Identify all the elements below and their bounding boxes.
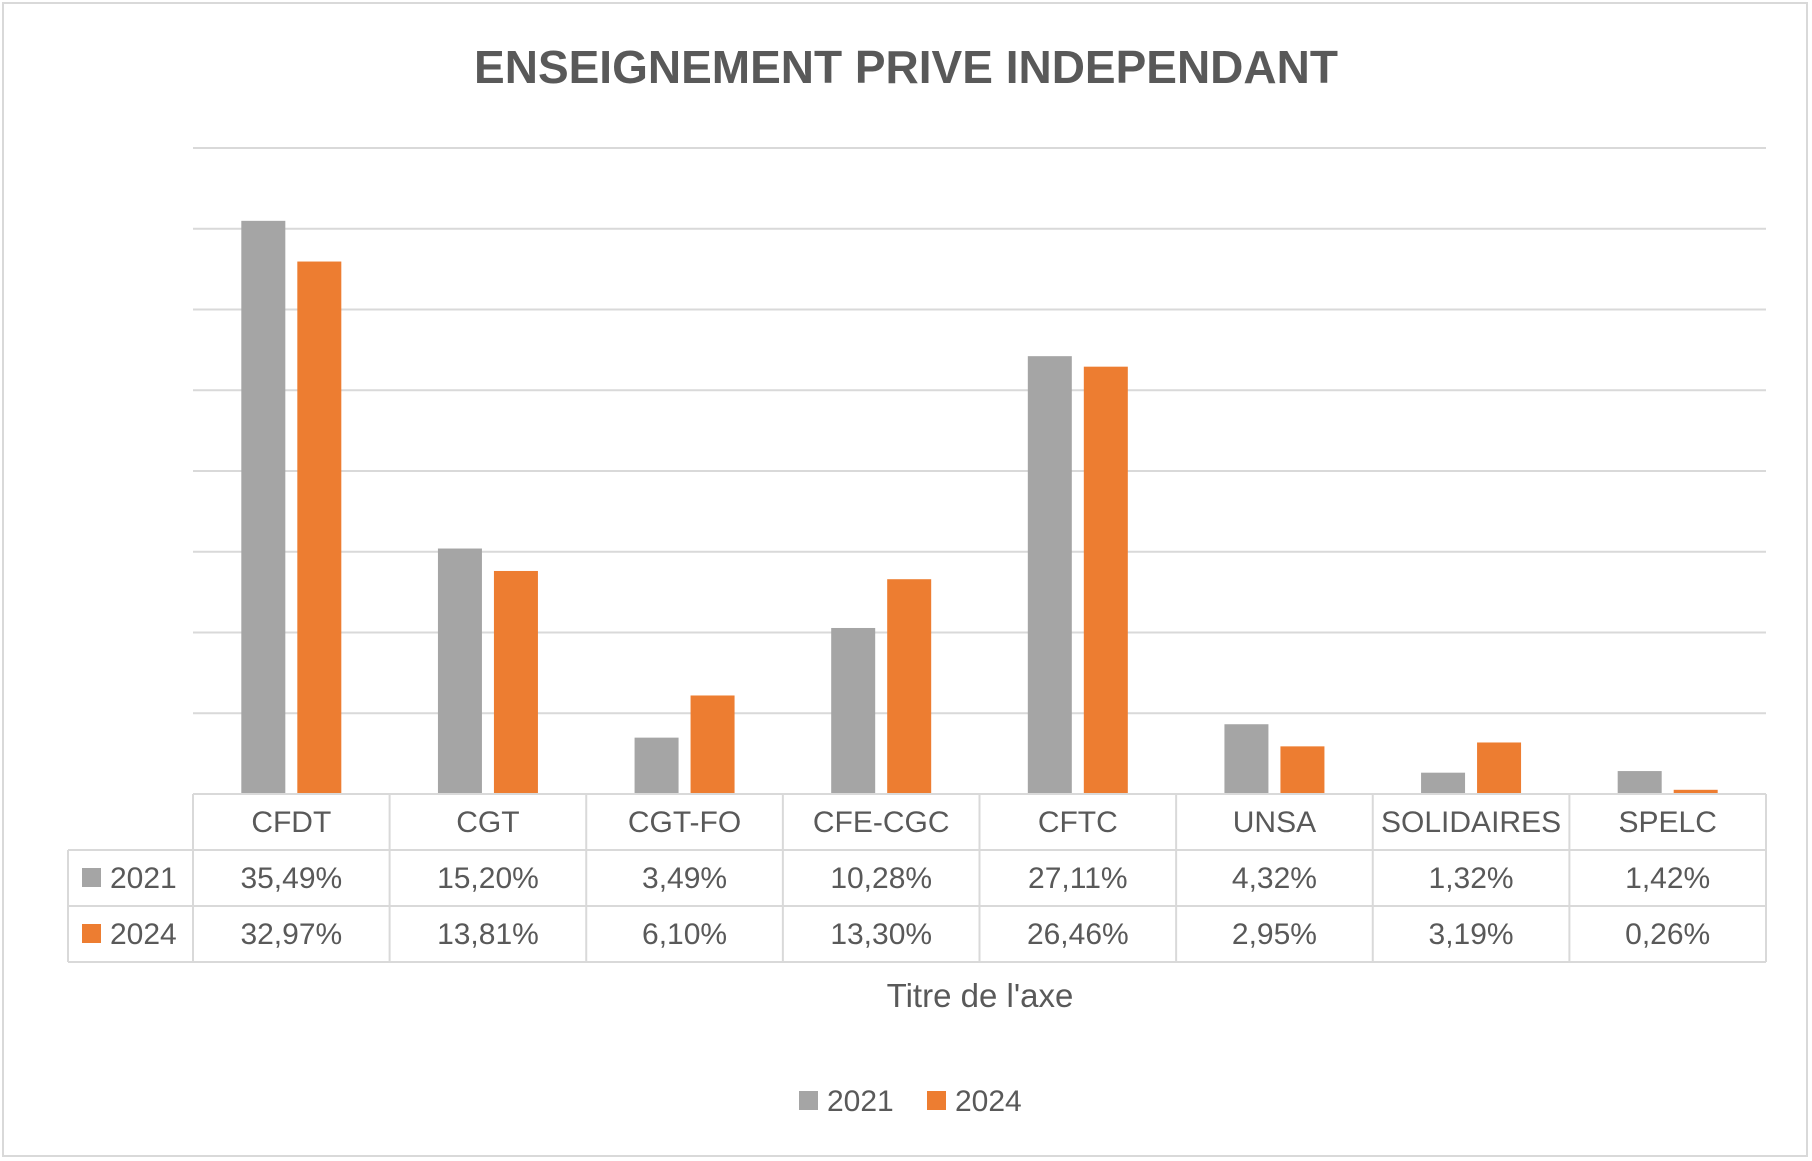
table-series-name: 2021 xyxy=(110,862,177,895)
data-label: 4,32% xyxy=(1232,862,1317,895)
category-label: SPELC xyxy=(1618,806,1716,839)
bar-2021-solidaires xyxy=(1421,772,1466,794)
bar-2021-cfe-cgc xyxy=(831,627,876,794)
category-label: CGT-FO xyxy=(628,806,741,839)
bar-2024-spelc xyxy=(1673,789,1718,794)
data-label: 2,95% xyxy=(1232,918,1317,951)
table-legend-key xyxy=(82,924,101,943)
bars xyxy=(241,220,1718,795)
data-label: 3,19% xyxy=(1429,918,1514,951)
category-label: CFTC xyxy=(1038,806,1118,839)
gridlines xyxy=(193,147,1766,715)
category-label: CFE-CGC xyxy=(813,806,950,839)
bar-2024-cgt xyxy=(493,570,538,794)
legend-label: 2021 xyxy=(827,1085,894,1118)
data-label: 27,11% xyxy=(1028,862,1128,895)
data-label: 0,26% xyxy=(1625,918,1710,951)
data-label: 13,30% xyxy=(830,918,932,951)
data-label: 1,32% xyxy=(1429,862,1514,895)
data-label: 35,49% xyxy=(240,862,342,895)
category-label: UNSA xyxy=(1233,806,1316,839)
bar-2024-cfdt xyxy=(297,261,342,794)
table-series-name: 2024 xyxy=(110,918,177,951)
x-axis-title: Titre de l'axe xyxy=(887,977,1074,1014)
data-label: 26,46% xyxy=(1027,918,1129,951)
category-label: CGT xyxy=(456,806,519,839)
legend-label: 2024 xyxy=(955,1085,1022,1118)
bar-2024-cfe-cgc xyxy=(887,579,932,794)
legend: 2021 2024 xyxy=(799,1085,1022,1118)
table-legend-key xyxy=(82,868,101,887)
legend-key xyxy=(799,1091,818,1110)
bar-2021-cgt xyxy=(437,548,482,794)
bar-2021-cftc xyxy=(1027,356,1072,794)
category-label: SOLIDAIRES xyxy=(1381,806,1561,839)
data-label: 10,28% xyxy=(830,862,932,895)
data-label: 1,42% xyxy=(1625,862,1710,895)
legend-key xyxy=(927,1091,946,1110)
bar-2021-cfdt xyxy=(241,220,286,795)
data-label: 13,81% xyxy=(437,918,539,951)
bar-2021-spelc xyxy=(1617,771,1662,794)
bar-2024-solidaires xyxy=(1477,742,1522,794)
data-label: 3,49% xyxy=(642,862,727,895)
bar-2024-cgt-fo xyxy=(690,695,735,794)
data-table: CFDT CGT CGT-FO CFE-CGC CFTC UNSA SOLIDAIRES SP… xyxy=(67,793,1767,963)
data-label: 15,20% xyxy=(437,862,539,895)
bar-2024-cftc xyxy=(1083,366,1128,794)
chart-title: ENSEIGNEMENT PRIVE INDEPENDANT xyxy=(474,41,1338,93)
data-label: 32,97% xyxy=(240,918,342,951)
category-label: CFDT xyxy=(251,806,331,839)
bar-2021-cgt-fo xyxy=(634,737,679,794)
data-label: 6,10% xyxy=(642,918,727,951)
bar-2024-unsa xyxy=(1280,746,1325,794)
bar-2021-unsa xyxy=(1224,724,1269,794)
